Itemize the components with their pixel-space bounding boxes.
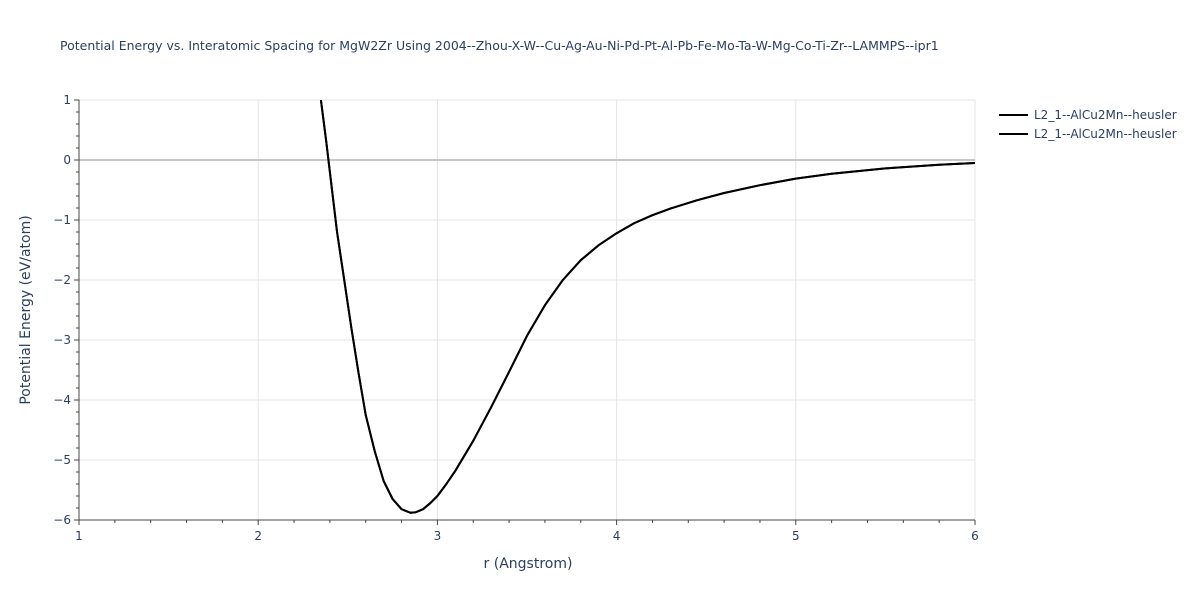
y-tick-label: −4 — [53, 393, 71, 407]
y-tick-label: −2 — [53, 273, 71, 287]
series-layer — [319, 100, 975, 514]
x-tick-label: 2 — [254, 529, 262, 543]
y-tick-label: −6 — [53, 513, 71, 527]
y-tick-label: 1 — [63, 93, 71, 107]
y-tick-label: 0 — [63, 153, 71, 167]
x-tick-label: 6 — [971, 529, 979, 543]
y-tick-label: −1 — [53, 213, 71, 227]
series-line-2 — [319, 100, 975, 514]
x-tick-label: 4 — [613, 529, 621, 543]
legend-item-2[interactable]: L2_1--AlCu2Mn--heusler — [999, 127, 1177, 141]
series-line-1 — [319, 100, 975, 514]
x-axis-title: r (Angstrom) — [484, 556, 573, 572]
x-tick-label: 1 — [75, 529, 83, 543]
grid-lines — [79, 99, 976, 520]
x-tick-label: 5 — [792, 529, 800, 543]
legend-label: L2_1--AlCu2Mn--heusler — [1034, 127, 1177, 141]
legend[interactable]: L2_1--AlCu2Mn--heusler L2_1--AlCu2Mn--heu… — [999, 108, 1177, 141]
y-axis-title: Potential Energy (eV/atom) — [18, 215, 34, 404]
legend-item-1[interactable]: L2_1--AlCu2Mn--heusler — [999, 108, 1177, 122]
y-tick-label: −5 — [53, 453, 71, 467]
legend-label: L2_1--AlCu2Mn--heusler — [1034, 108, 1177, 122]
chart-title: Potential Energy vs. Interatomic Spacing… — [60, 38, 939, 53]
axes: 1 2 3 4 5 6 1 0 −1 −2 −3 −4 −5 −6 — [53, 93, 979, 543]
y-tick-label: −3 — [53, 333, 71, 347]
x-tick-label: 3 — [434, 529, 442, 543]
